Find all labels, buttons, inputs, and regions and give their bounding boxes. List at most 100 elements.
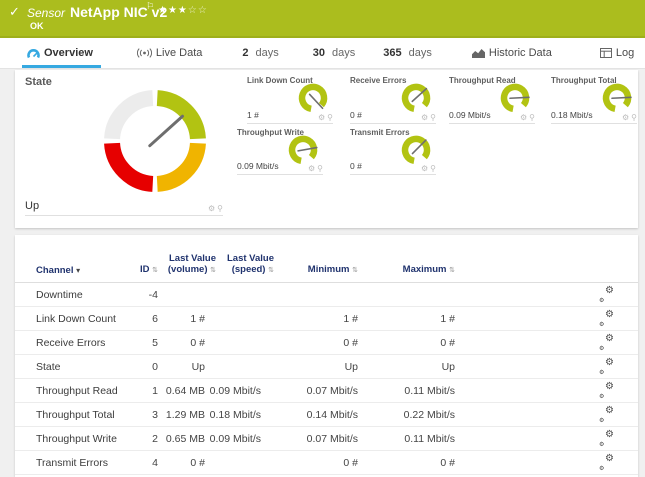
pin-icon[interactable]: ⚲: [327, 113, 333, 122]
live-data-icon: [137, 48, 152, 58]
table-row: Downtime -4 ⚙⚙: [15, 283, 638, 307]
table-row: Throughput Total 3 1.29 MB 0.18 Mbit/s 0…: [15, 403, 638, 427]
minimum-value: 0 #: [261, 337, 358, 349]
last-value-speed: 0.18 Mbit/s: [205, 409, 261, 421]
gauge-value: 0 #: [350, 161, 362, 171]
channel-settings-icon[interactable]: ⚙⚙: [600, 432, 614, 446]
state-value-row: Up ⚙ ⚲: [25, 200, 223, 216]
tab-label-number: 365: [383, 47, 401, 59]
sensor-status-badge: OK: [30, 21, 44, 31]
channel-settings-icon[interactable]: ⚙⚙: [600, 336, 614, 350]
priority-stars[interactable]: ★★★☆☆: [158, 5, 208, 16]
gauge: [497, 80, 533, 116]
sensor-kind-label: Sensor: [27, 6, 65, 20]
channel-id: 2: [136, 433, 158, 445]
state-gauge-panel: State Up ⚙ ⚲: [25, 76, 225, 216]
tab-label: Overview: [44, 47, 93, 59]
last-value-volume: 0 #: [158, 337, 205, 349]
flag-icon[interactable]: ⚐: [146, 2, 154, 12]
pin-icon[interactable]: ⚲: [217, 204, 223, 213]
last-value-volume: 0.65 MB: [158, 433, 205, 445]
column-header-last-value-volume[interactable]: Last Value (volume) ⇅: [158, 253, 216, 276]
gauge: [398, 80, 434, 116]
column-header-maximum[interactable]: Maximum ⇅: [358, 264, 455, 276]
minimum-value: 1 #: [261, 313, 358, 325]
state-gauge: [100, 86, 210, 196]
sensor-header: ✓ Sensor NetApp NIC v2 ⚐ ★★★☆☆ OK: [0, 0, 645, 38]
channel-id: -4: [136, 289, 158, 301]
column-header-last-value-speed[interactable]: Last Value (speed) ⇅: [216, 253, 274, 276]
channel-id: 5: [136, 337, 158, 349]
tab-label: Log: [616, 47, 634, 59]
pin-icon[interactable]: ⚲: [430, 113, 436, 122]
gear-icon[interactable]: ⚙: [622, 113, 629, 122]
pin-icon[interactable]: ⚲: [317, 164, 323, 173]
overview-panel: State Up ⚙ ⚲ Link Down Count 1 # ⚙ ⚲: [15, 70, 638, 228]
tab-30-days[interactable]: 30days: [313, 38, 356, 68]
tab-365-days[interactable]: 365 days: [383, 38, 432, 68]
gear-icon[interactable]: ⚙: [318, 113, 325, 122]
channel-id: 6: [136, 313, 158, 325]
gear-icon[interactable]: ⚙: [421, 113, 428, 122]
channel-name: Receive Errors: [36, 337, 136, 349]
stars-filled[interactable]: ★★★: [158, 5, 188, 16]
tab-bar: Overview Live Data 2days 30days 365days …: [0, 38, 645, 69]
tab-label-unit: days: [256, 47, 279, 59]
tab-live-data[interactable]: Live Data: [137, 38, 202, 68]
channel-table: Channel ▾ ID ⇅ Last Value (volume) ⇅ Las…: [15, 235, 638, 477]
last-value-volume: 0 #: [158, 457, 205, 469]
column-header-id[interactable]: ID ⇅: [136, 264, 158, 276]
table-row: Receive Errors 5 0 # 0 # 0 # ⚙⚙: [15, 331, 638, 355]
table-header-row: Channel ▾ ID ⇅ Last Value (volume) ⇅ Las…: [15, 235, 638, 283]
column-header-channel[interactable]: Channel ▾: [36, 265, 136, 276]
maximum-value: Up: [358, 361, 455, 373]
last-value-speed: 0.09 Mbit/s: [205, 385, 261, 397]
status-ok-check-icon: ✓: [9, 5, 20, 20]
gauge-panel-throughput-write: Throughput Write 0.09 Mbit/s ⚙ ⚲: [237, 128, 323, 175]
channel-id: 3: [136, 409, 158, 421]
pin-icon[interactable]: ⚲: [631, 113, 637, 122]
channel-name: Transmit Errors: [36, 457, 136, 469]
channel-settings-icon[interactable]: ⚙⚙: [600, 408, 614, 422]
gauge-panel-receive-errors: Receive Errors 0 # ⚙ ⚲: [350, 76, 436, 124]
channel-settings-icon[interactable]: ⚙⚙: [600, 360, 614, 374]
last-value-volume: 1.29 MB: [158, 409, 205, 421]
channel-settings-icon[interactable]: ⚙⚙: [600, 288, 614, 302]
gear-icon[interactable]: ⚙: [421, 164, 428, 173]
gauge: [285, 132, 321, 168]
gauge-panel-transmit-errors: Transmit Errors 0 # ⚙ ⚲: [350, 128, 436, 175]
tab-historic-data[interactable]: Historic Data: [472, 38, 552, 68]
tab-2-days[interactable]: 2 days: [242, 38, 278, 68]
minimum-value: 0.07 Mbit/s: [261, 385, 358, 397]
stars-empty[interactable]: ☆☆: [188, 5, 208, 16]
maximum-value: 0 #: [358, 457, 455, 469]
pin-icon[interactable]: ⚲: [430, 164, 436, 173]
historic-chart-icon: [472, 48, 485, 58]
state-value: Up: [25, 200, 39, 212]
last-value-volume: Up: [158, 361, 205, 373]
channel-settings-icon[interactable]: ⚙⚙: [600, 456, 614, 470]
tab-overview[interactable]: Overview: [27, 38, 93, 68]
gear-icon[interactable]: ⚙: [208, 204, 215, 213]
channel-settings-icon[interactable]: ⚙⚙: [600, 384, 614, 398]
tab-log[interactable]: Log: [600, 38, 634, 68]
column-header-minimum[interactable]: Minimum ⇅: [274, 264, 358, 276]
channel-name: Throughput Write: [36, 433, 136, 445]
tab-label: Historic Data: [489, 47, 552, 59]
gear-icon[interactable]: ⚙: [520, 113, 527, 122]
tab-label-unit: days: [409, 47, 432, 59]
minimum-value: 0 #: [261, 457, 358, 469]
gauge-panel-throughput-read: Throughput Read 0.09 Mbit/s ⚙ ⚲: [449, 76, 535, 124]
tab-label-number: 2: [242, 47, 248, 59]
gauge-panel-link-down-count: Link Down Count 1 # ⚙ ⚲: [247, 76, 333, 124]
pin-icon[interactable]: ⚲: [529, 113, 535, 122]
channel-settings-icon[interactable]: ⚙⚙: [600, 312, 614, 326]
sort-caret-icon: ▾: [76, 266, 80, 275]
tab-label-unit: days: [332, 47, 355, 59]
gear-icon[interactable]: ⚙: [308, 164, 315, 173]
minimum-value: Up: [261, 361, 358, 373]
gauge-value: 0 #: [350, 110, 362, 120]
log-icon: [600, 48, 612, 58]
minimum-value: 0.07 Mbit/s: [261, 433, 358, 445]
state-gauge-needle: [150, 116, 183, 145]
